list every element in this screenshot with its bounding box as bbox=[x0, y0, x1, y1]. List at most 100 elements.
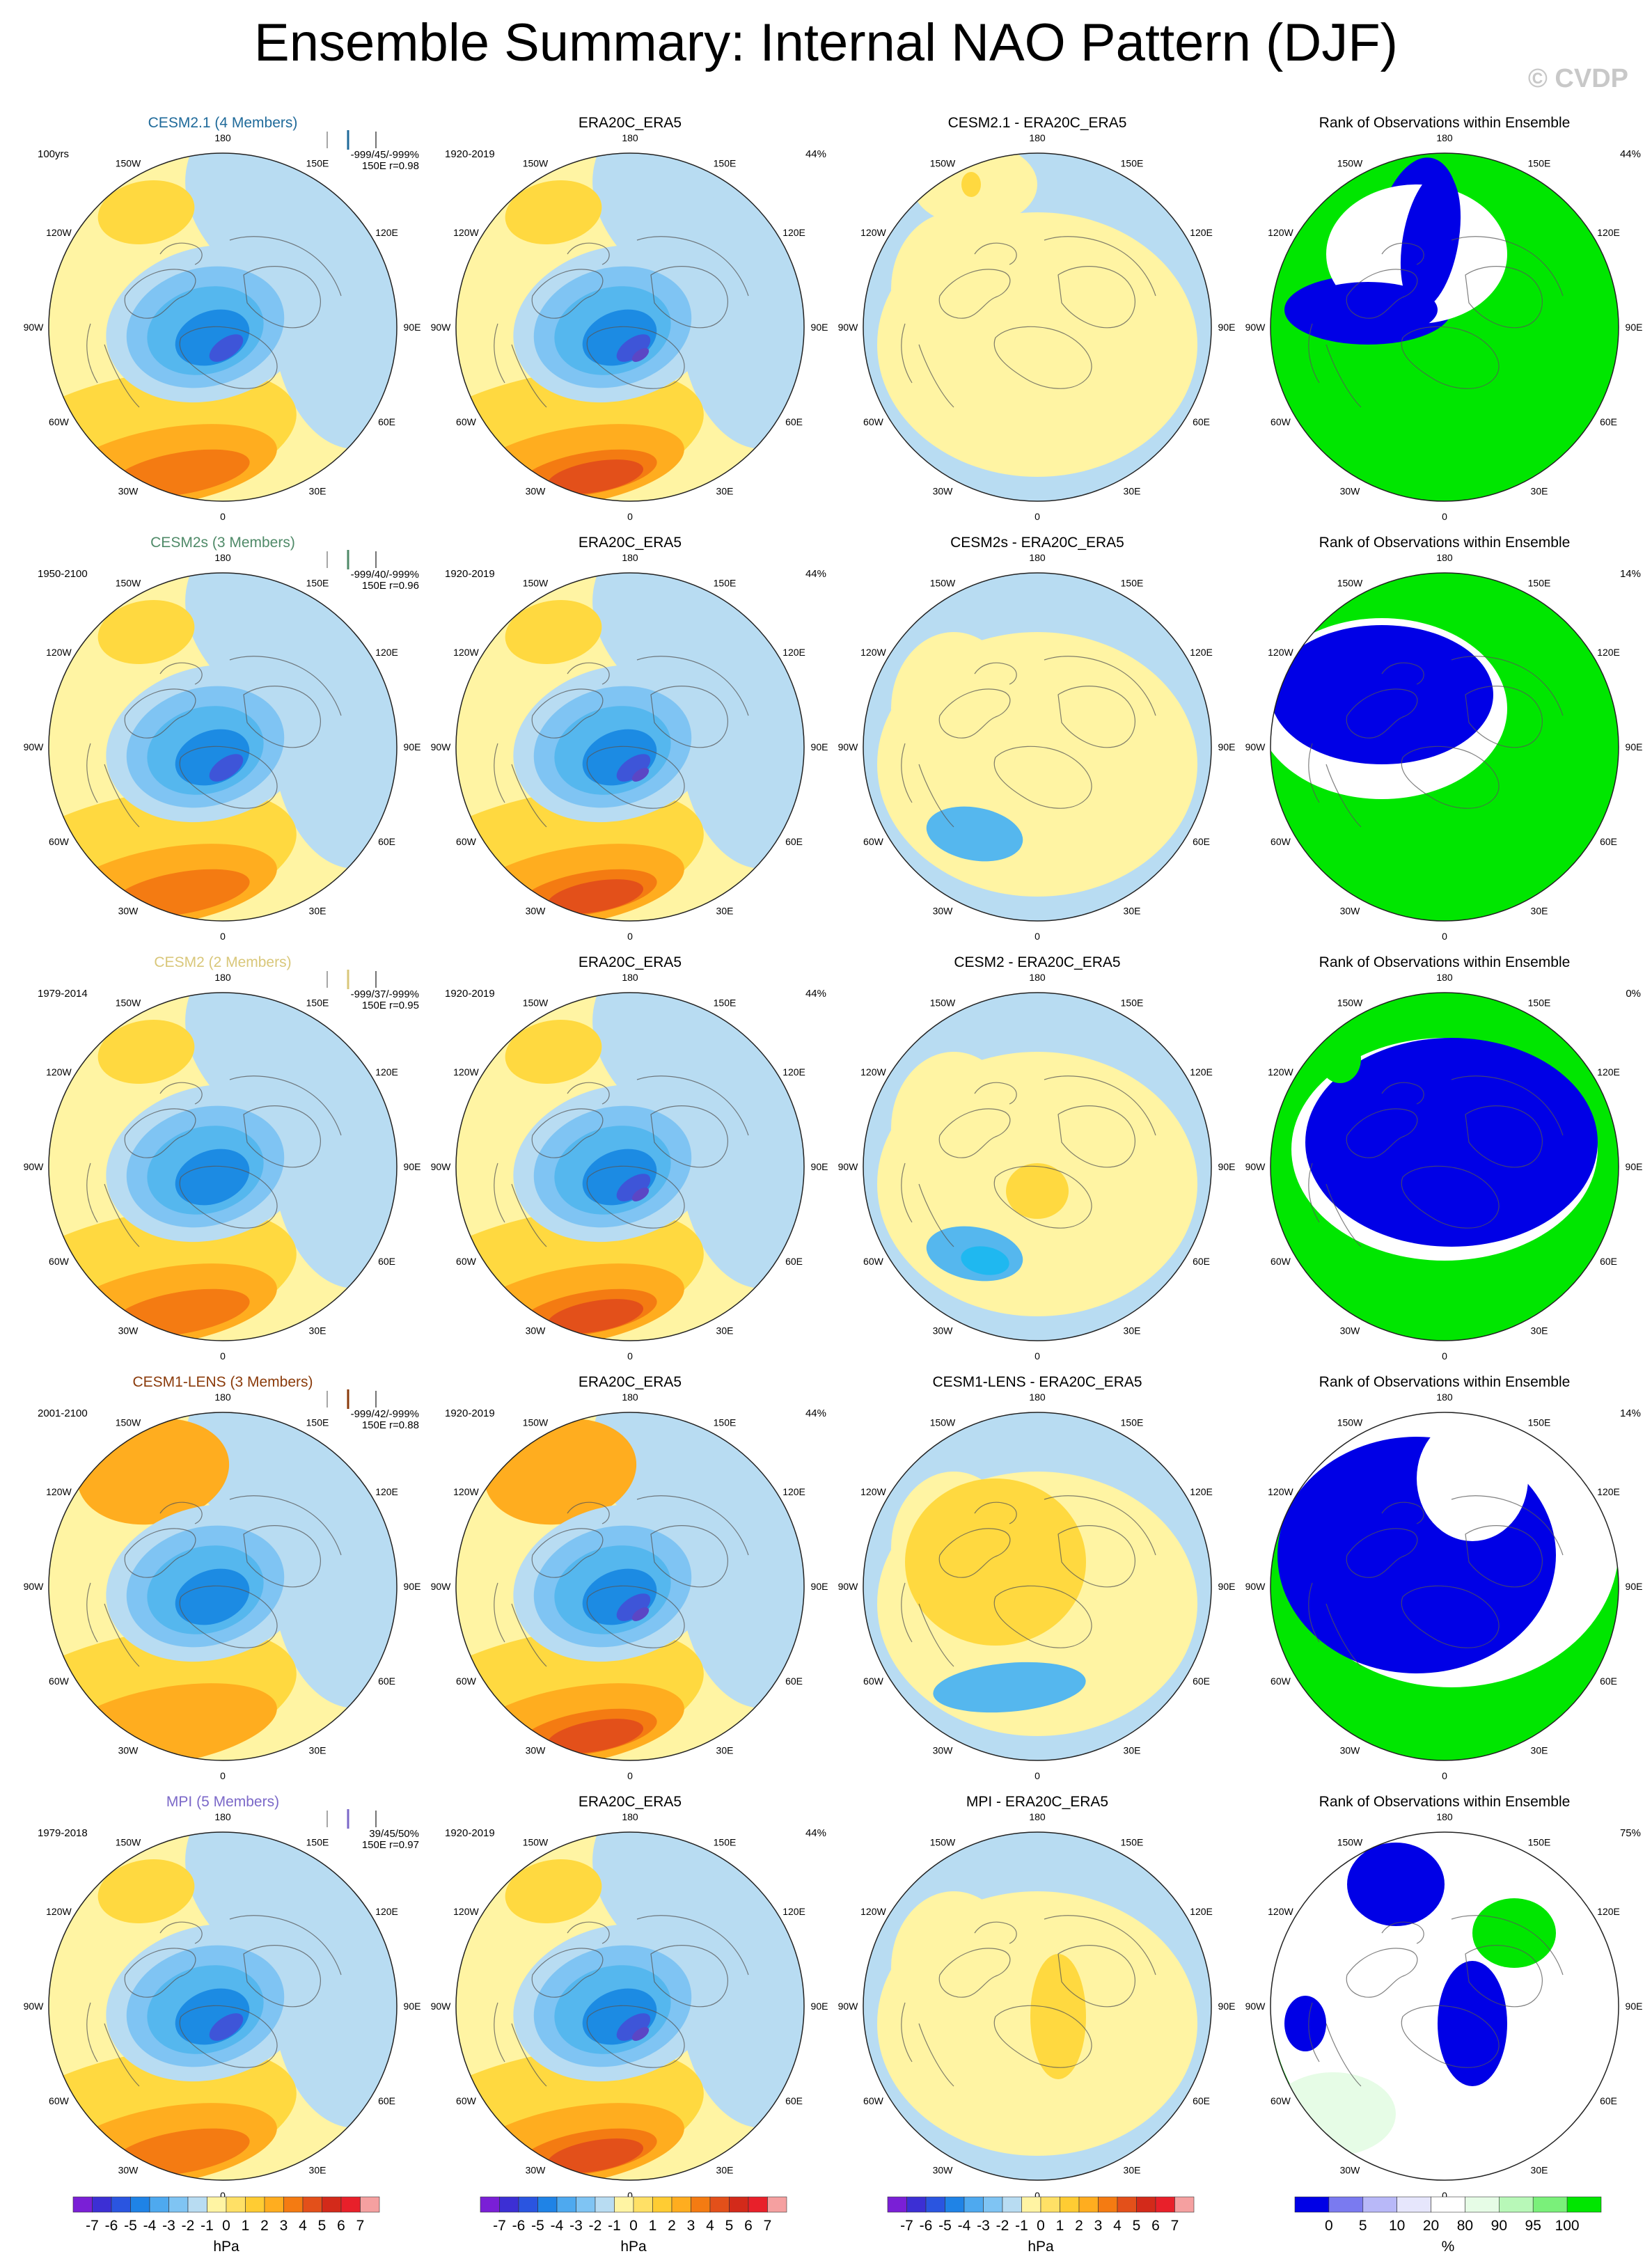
map-boundary bbox=[863, 1412, 1212, 1761]
lon-label-120E: 120E bbox=[782, 227, 805, 238]
lon-label-30E: 30E bbox=[309, 1325, 327, 1336]
stat-corr: 150E r=0.95 bbox=[361, 1000, 419, 1011]
coastline-6 bbox=[159, 1082, 203, 1105]
coastline-2 bbox=[179, 1585, 278, 1648]
pattern-stats: -999/40/-999% 150E r=0.96 bbox=[351, 569, 419, 592]
lon-label-60W: 60W bbox=[1271, 2095, 1291, 2106]
obs-title: ERA20C_ERA5 bbox=[578, 115, 682, 131]
lon-label-150W: 150W bbox=[116, 1417, 141, 1428]
colorbar-swatch-1 bbox=[72, 2196, 93, 2213]
lon-label-60W: 60W bbox=[1271, 416, 1291, 427]
colorbar-swatch-10 bbox=[652, 2196, 672, 2213]
coastline-4 bbox=[901, 2002, 954, 2087]
lon-label-60W: 60W bbox=[49, 836, 70, 847]
subtropical-high-max bbox=[546, 1719, 644, 1753]
colorbar-hpa-2: -7 -6 -5 -4 -3 -2 -1 0 1 2 3 4 5 6 7 hPa bbox=[463, 2194, 804, 2257]
obs-period: 1920-2019 bbox=[445, 1827, 495, 1839]
subtropical-high-max bbox=[546, 879, 644, 914]
arctic-low-core bbox=[616, 334, 651, 362]
coastline-6 bbox=[567, 1082, 610, 1105]
panel-r3-c4: Rank of Observations within Ensemble 0% 18… bbox=[1243, 954, 1646, 1375]
coastline-4 bbox=[901, 1162, 954, 1247]
lon-label-30E: 30E bbox=[716, 2165, 734, 2176]
coastline-2 bbox=[179, 746, 278, 809]
lon-label-180: 180 bbox=[1029, 972, 1046, 983]
lon-label-120W: 120W bbox=[453, 1906, 479, 1917]
lon-label-120W: 120W bbox=[860, 1906, 886, 1917]
lon-label-150W: 150W bbox=[523, 997, 549, 1008]
lon-label-90E: 90E bbox=[404, 322, 421, 333]
coastline-2 bbox=[993, 746, 1092, 809]
stat-pct: -999/45/-999% bbox=[350, 149, 419, 161]
ensemble-spread-bar bbox=[320, 1389, 383, 1412]
polar-map: 180 150E 120E 90E 60E 30E 0 30W 60W 90W 120W 150W bbox=[24, 552, 421, 942]
map-field bbox=[863, 573, 1211, 921]
lon-label-150E: 150E bbox=[714, 577, 737, 588]
colorbar-swatch-15 bbox=[1155, 2196, 1175, 2213]
panel-r3-c3: CESM2 - ERA20C_ERA5 180 150E 120E 90E 60E 30E 0… bbox=[835, 954, 1239, 1375]
lon-label-30E: 30E bbox=[716, 906, 734, 917]
polar-map: 180 150E 120E 90E 60E 30E 0 30W 60W 90W 120W 150W bbox=[1245, 552, 1643, 942]
lon-label-150W: 150W bbox=[930, 157, 956, 168]
lon-label-150W: 150W bbox=[116, 1836, 141, 1847]
colorbar-label-8: 100 bbox=[1555, 2218, 1580, 2234]
colorbar-swatch-2 bbox=[92, 2196, 112, 2213]
panel-r4-c2: ERA20C_ERA5 1920-2019 44% 180 150E 120E 90E 60E… bbox=[428, 1374, 832, 1795]
colorbar-label-4: -4 bbox=[551, 2218, 564, 2234]
map-field bbox=[863, 993, 1211, 1341]
colorbar-swatch-15 bbox=[340, 2196, 361, 2213]
lon-label-60E: 60E bbox=[785, 416, 803, 427]
lon-label-90W: 90W bbox=[1245, 741, 1266, 752]
lon-label-90E: 90E bbox=[811, 741, 828, 752]
colorbar-label-7: 95 bbox=[1525, 2218, 1541, 2234]
cvdp-watermark: © CVDP bbox=[1527, 64, 1628, 93]
coastline-1 bbox=[1346, 1948, 1418, 1998]
lon-label-180: 180 bbox=[214, 972, 231, 983]
coastline-1 bbox=[938, 269, 1011, 319]
colorbar-label-1: -7 bbox=[493, 2218, 506, 2234]
colorbar-swatch-9 bbox=[226, 2196, 246, 2213]
coastline-4 bbox=[494, 1162, 547, 1247]
coastline-4 bbox=[1308, 1582, 1362, 1667]
colorbar-swatches: -7 -6 -5 -4 -3 -2 -1 0 1 2 3 4 5 6 7 bbox=[72, 2196, 380, 2234]
rank-low-north bbox=[1347, 1843, 1445, 1926]
lon-label-120W: 120W bbox=[1268, 1906, 1293, 1917]
colorbar-label-5: -3 bbox=[162, 2218, 175, 2234]
lon-label-90E: 90E bbox=[404, 1581, 421, 1592]
lon-label-30E: 30E bbox=[716, 1325, 734, 1336]
coastline-5 bbox=[229, 236, 342, 297]
coastline-6 bbox=[974, 662, 1017, 685]
lon-label-60W: 60W bbox=[456, 2095, 477, 2106]
lon-label-90E: 90E bbox=[1626, 2001, 1643, 2012]
colorbar-label-5: -3 bbox=[569, 2218, 583, 2234]
colorbar-label-4: -4 bbox=[143, 2218, 157, 2234]
lon-label-150W: 150W bbox=[1337, 1417, 1363, 1428]
coastline-4 bbox=[494, 743, 547, 828]
pale-blue-region-east bbox=[272, 1430, 397, 1708]
ensemble-spread-bar bbox=[320, 130, 383, 153]
lon-label-180: 180 bbox=[214, 132, 231, 143]
lon-label-150E: 150E bbox=[1121, 1417, 1144, 1428]
rank-low-europe bbox=[1438, 1961, 1507, 2086]
panel-r1-c1: -999/45/-999% 150E r=0.98 CESM2.1 (4 Membe… bbox=[21, 115, 425, 535]
lon-label-180: 180 bbox=[622, 1391, 638, 1403]
lon-label-30W: 30W bbox=[118, 1325, 139, 1336]
lon-label-120W: 120W bbox=[453, 1066, 479, 1078]
lon-label-150W: 150W bbox=[116, 157, 141, 168]
coastline-4 bbox=[86, 323, 140, 408]
obs-period: 1920-2019 bbox=[445, 568, 495, 580]
arctic-low-core bbox=[616, 2013, 651, 2041]
map-boundary bbox=[1270, 1831, 1619, 2181]
lon-label-60E: 60E bbox=[785, 2095, 803, 2106]
coastline-6 bbox=[974, 1501, 1017, 1524]
coastline-6 bbox=[567, 1501, 610, 1524]
lon-label-150E: 150E bbox=[1528, 1417, 1551, 1428]
polar-map: 180 150E 120E 90E 60E 30E 0 30W 60W 90W 120W 150W bbox=[838, 132, 1236, 522]
lon-label-90W: 90W bbox=[24, 2001, 45, 2012]
lon-label-60W: 60W bbox=[49, 416, 70, 427]
colorbar-unit: hPa bbox=[620, 2239, 647, 2255]
lon-label-180: 180 bbox=[1029, 1811, 1046, 1822]
lon-label-60W: 60W bbox=[456, 416, 477, 427]
obs-variance-pct: 44% bbox=[805, 1827, 826, 1839]
colorbar-swatch-16 bbox=[1174, 2196, 1195, 2213]
